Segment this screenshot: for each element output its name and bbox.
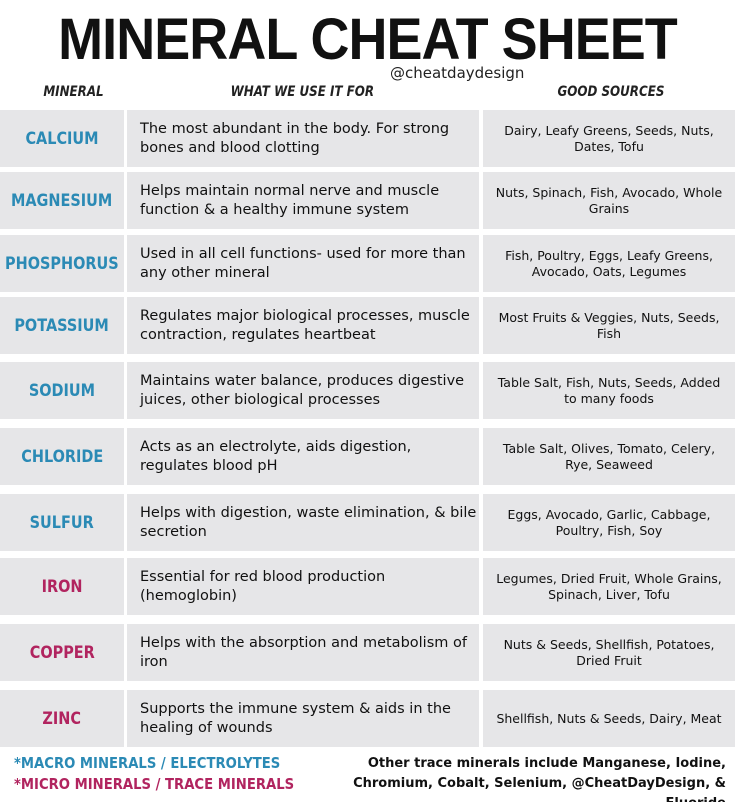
mineral-name: SULFUR <box>29 512 95 533</box>
title: MINERAL CHEAT SHEET <box>58 7 678 72</box>
table-row: POTASSIUM Regulates major biological proc… <box>0 297 735 354</box>
use-cell: Regulates major biological processes, mu… <box>127 297 479 354</box>
mineral-name: POTASSIUM <box>14 315 110 336</box>
mineral-name: COPPER <box>29 642 95 663</box>
sources-cell: Most Fruits & Veggies, Nuts, Seeds, Fish <box>483 297 735 354</box>
use-cell: Used in all cell functions- used for mor… <box>127 235 479 292</box>
mineral-cell: CALCIUM <box>0 110 124 167</box>
mineral-name: CALCIUM <box>25 128 99 149</box>
sources-cell: Dairy, Leafy Greens, Seeds, Nuts, Dates,… <box>483 110 735 167</box>
sources-cell: Shellfish, Nuts & Seeds, Dairy, Meat <box>483 690 735 747</box>
handle: @cheatdaydesign <box>390 64 525 82</box>
mineral-name: CHLORIDE <box>20 446 104 467</box>
table-row: SODIUM Maintains water balance, produces … <box>0 362 735 419</box>
mineral-name: PHOSPHORUS <box>5 253 119 274</box>
mineral-cell: PHOSPHORUS <box>0 235 124 292</box>
sources-cell: Eggs, Avocado, Garlic, Cabbage, Poultry,… <box>483 494 735 551</box>
mineral-name: IRON <box>41 576 83 597</box>
mineral-cell: POTASSIUM <box>0 297 124 354</box>
table-row: CHLORIDE Acts as an electrolyte, aids dig… <box>0 428 735 485</box>
table-row: IRON Essential for red blood production (… <box>0 558 735 615</box>
legend-item: *MICRO MINERALS / TRACE MINERALS <box>14 775 295 793</box>
table-row: CALCIUM The most abundant in the body. Fo… <box>0 110 735 167</box>
table-row: COPPER Helps with the absorption and meta… <box>0 624 735 681</box>
use-cell: Supports the immune system & aids in the… <box>127 690 479 747</box>
legend-item: *MACRO MINERALS / ELECTROLYTES <box>14 754 281 772</box>
sources-cell: Table Salt, Olives, Tomato, Celery, Rye,… <box>483 428 735 485</box>
sources-cell: Nuts & Seeds, Shellfish, Potatoes, Dried… <box>483 624 735 681</box>
mineral-name: SODIUM <box>28 380 96 401</box>
footnote: Other trace minerals include Manganese, … <box>353 756 726 802</box>
table-row: ZINC Supports the immune system & aids in… <box>0 690 735 747</box>
mineral-cell: SULFUR <box>0 494 124 551</box>
mineral-name: MAGNESIUM <box>11 190 113 211</box>
table-row: PHOSPHORUS Used in all cell functions- us… <box>0 235 735 292</box>
sources-cell: Legumes, Dried Fruit, Whole Grains, Spin… <box>483 558 735 615</box>
sources-cell: Fish, Poultry, Eggs, Leafy Greens, Avoca… <box>483 235 735 292</box>
use-cell: The most abundant in the body. For stron… <box>127 110 479 167</box>
table-row: SULFUR Helps with digestion, waste elimin… <box>0 494 735 551</box>
use-cell: Helps with the absorption and metabolism… <box>127 624 479 681</box>
mineral-cell: ZINC <box>0 690 124 747</box>
use-cell: Maintains water balance, produces digest… <box>127 362 479 419</box>
mineral-cell: SODIUM <box>0 362 124 419</box>
use-cell: Helps with digestion, waste elimination,… <box>127 494 479 551</box>
mineral-name: ZINC <box>42 708 82 729</box>
use-cell: Helps maintain normal nerve and muscle f… <box>127 172 479 229</box>
sources-cell: Nuts, Spinach, Fish, Avocado, Whole Grai… <box>483 172 735 229</box>
mineral-cell: IRON <box>0 558 124 615</box>
column-header: MINERAL <box>43 84 104 100</box>
mineral-cell: MAGNESIUM <box>0 172 124 229</box>
sources-cell: Table Salt, Fish, Nuts, Seeds, Added to … <box>483 362 735 419</box>
use-cell: Acts as an electrolyte, aids digestion, … <box>127 428 479 485</box>
use-cell: Essential for red blood production (hemo… <box>127 558 479 615</box>
column-header: GOOD SOURCES <box>557 84 665 100</box>
table-row: MAGNESIUM Helps maintain normal nerve and… <box>0 172 735 229</box>
mineral-cell: COPPER <box>0 624 124 681</box>
mineral-cell: CHLORIDE <box>0 428 124 485</box>
column-header: WHAT WE USE IT FOR <box>230 84 375 100</box>
